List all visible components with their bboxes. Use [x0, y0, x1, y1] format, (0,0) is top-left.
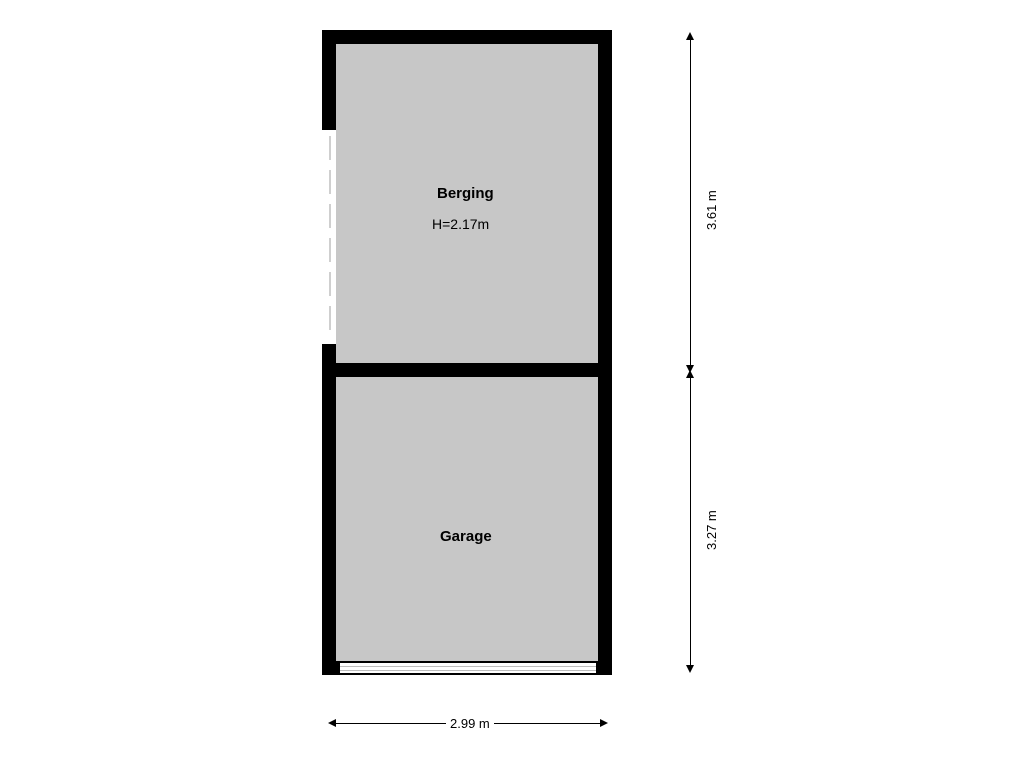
door-dash — [329, 306, 331, 330]
dim-height-top-arrow-up — [686, 32, 694, 40]
room-garage-fill — [336, 377, 598, 661]
room-garage-label: Garage — [440, 528, 492, 545]
door-dash — [329, 272, 331, 296]
room-berging-height: H=2.17m — [432, 216, 489, 232]
wall-mid — [322, 363, 612, 377]
dim-height-bottom-text: 3.27 m — [704, 510, 719, 550]
wall-left — [322, 30, 336, 675]
dim-width-text: 2.99 m — [446, 716, 494, 731]
dim-height-top-text: 3.61 m — [704, 190, 719, 230]
garage-door-line — [340, 670, 596, 671]
wall-top — [322, 30, 612, 44]
dim-height-bottom-arrow-down — [686, 665, 694, 673]
dim-height-bottom-line — [690, 378, 691, 665]
dim-height-top-line — [690, 40, 691, 365]
room-berging-label: Berging — [437, 185, 494, 202]
door-dash — [329, 204, 331, 228]
door-dash — [329, 238, 331, 262]
floorplan-stage: Berging H=2.17m Garage 2.99 m 3.61 m 3.2… — [0, 0, 1024, 768]
dim-width-arrow-left — [328, 719, 336, 727]
door-dash — [329, 136, 331, 160]
door-dash — [329, 170, 331, 194]
room-berging-fill — [336, 44, 598, 363]
garage-door-opening — [340, 663, 596, 673]
dim-width-arrow-right — [600, 719, 608, 727]
wall-right — [598, 30, 612, 675]
garage-door-line — [340, 666, 596, 667]
dim-height-bottom-arrow-up — [686, 370, 694, 378]
